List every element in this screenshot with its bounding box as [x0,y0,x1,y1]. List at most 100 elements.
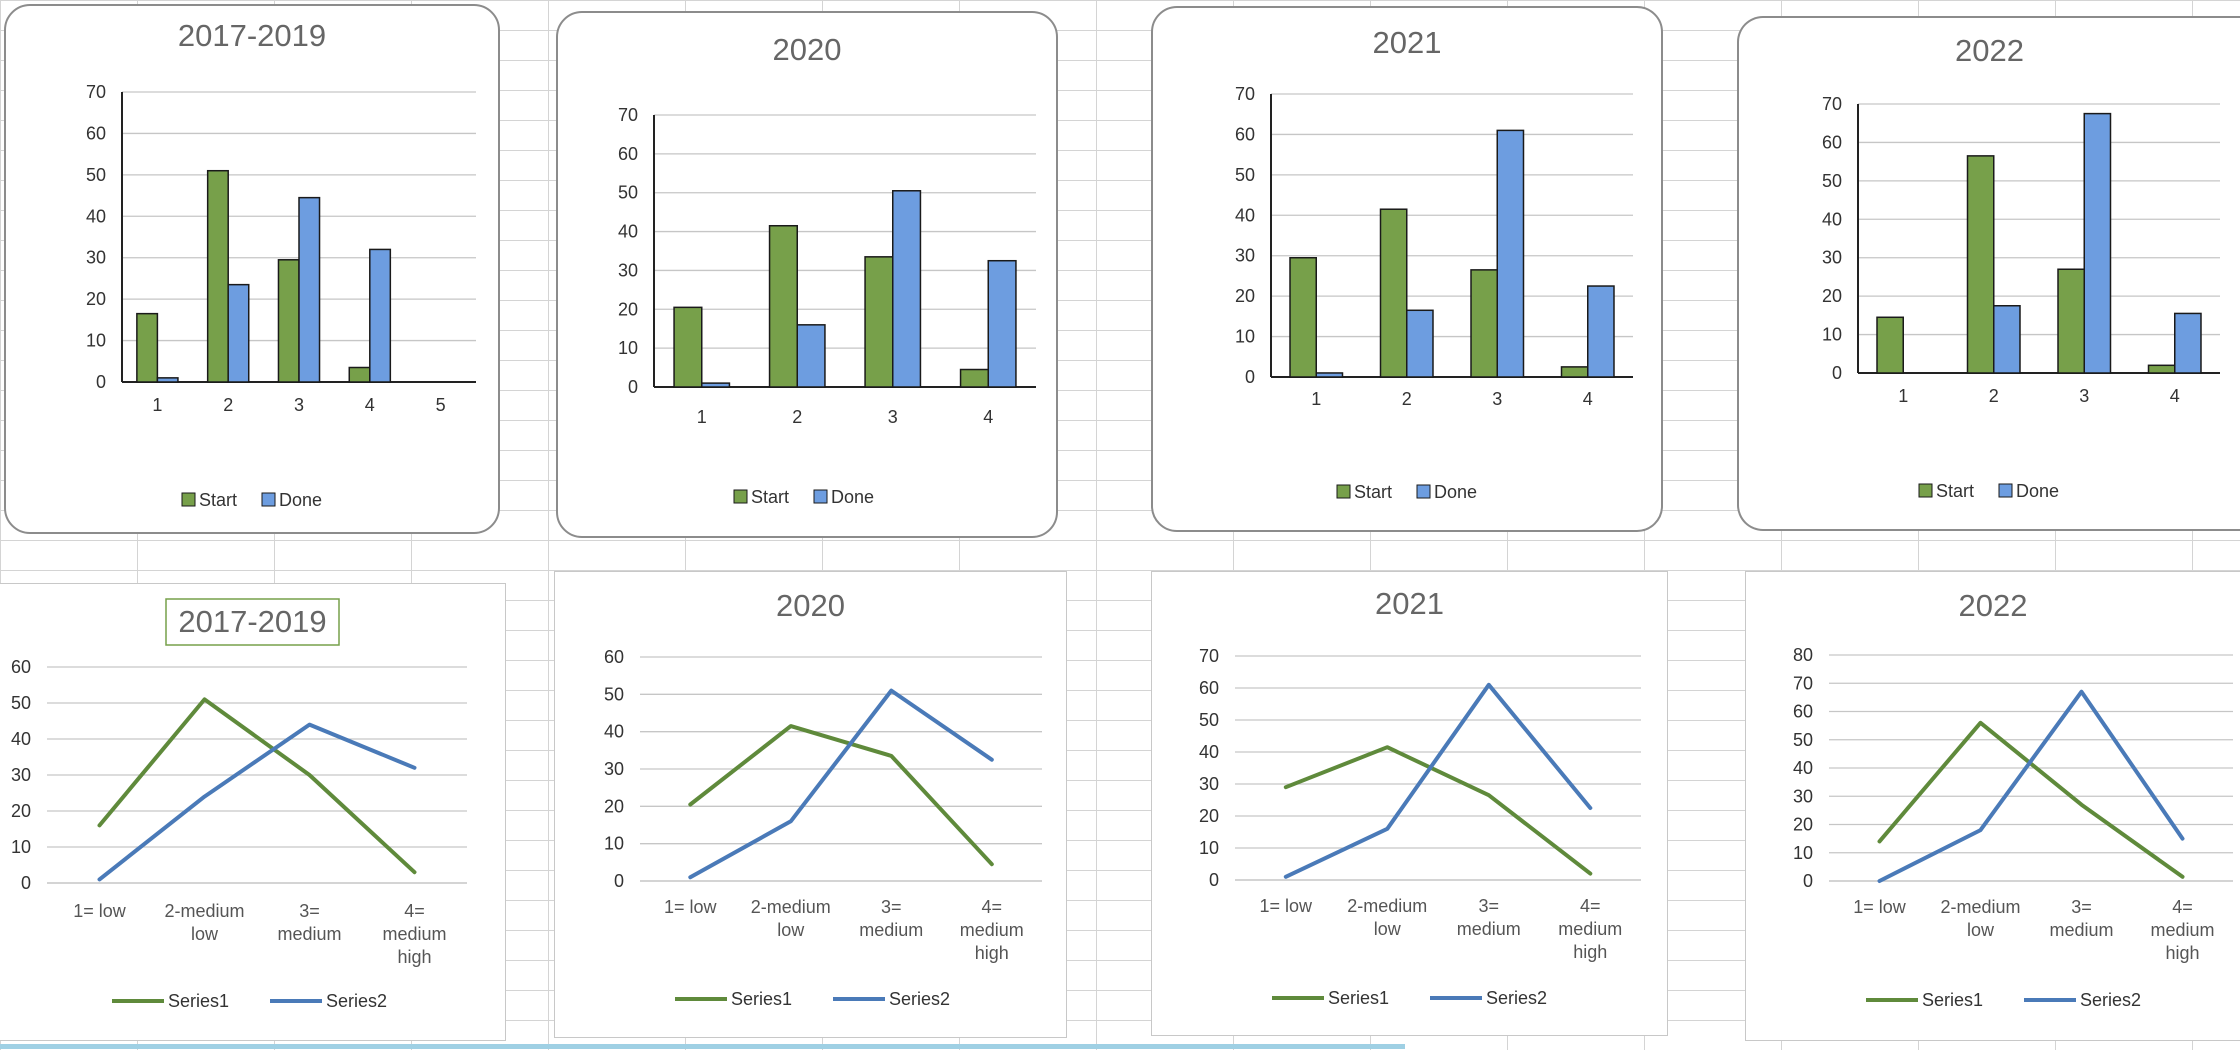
y-tick-label: 60 [1199,678,1219,698]
line-chart-2021[interactable]: 2021 0 10 20 30 40 50 60 70 1= low 2-medium low 3= me… [1151,571,1668,1036]
bar-done-3 [1496,129,1525,378]
x-tick-label: 3 [2079,386,2089,406]
y-tick-label: 60 [86,123,106,143]
bar-done-1 [156,377,179,383]
y-tick-label: 40 [11,729,31,749]
y-tick-label: 50 [11,693,31,713]
sheet-scrollbar[interactable] [0,1044,1405,1049]
line-series2 [97,722,417,882]
line-chart-2022[interactable]: 2022 0 10 20 30 40 50 60 70 80 1= low 2-medium low 3=… [1745,571,2240,1041]
bar-start-1 [136,312,159,383]
chart-svg: 2021 0 10 20 30 40 50 60 70 1 2 3 4 Start Done [1235,25,1633,502]
y-tick-label: 20 [1235,286,1255,306]
bar-start-4 [2147,364,2176,374]
y-tick-label: 40 [618,222,638,242]
legend-swatch-start [1918,483,1933,498]
y-tick-label: 0 [1803,871,1813,891]
y-tick-label: 0 [1245,367,1255,387]
y-tick-label: 60 [604,647,624,667]
y-tick-label: 0 [96,372,106,392]
legend-label-done: Done [279,490,322,510]
y-tick-label: 0 [1832,363,1842,383]
bar-done-1 [701,382,731,388]
y-tick-label: 30 [1235,246,1255,266]
legend-label-done: Done [1434,482,1477,502]
chart-svg: 2022 0 10 20 30 40 50 60 70 1 2 3 4 Start Done [1822,33,2220,501]
y-tick-label: 40 [1235,205,1255,225]
x-tick-label: 2 [1989,386,1999,406]
chart-svg: 2020 0 10 20 30 40 50 60 1= low 2-medium low 3= medi… [604,588,1042,1009]
legend-swatch-start [181,492,196,507]
y-tick-label: 10 [1235,327,1255,347]
y-tick-label: 10 [86,331,106,351]
legend-label-start: Start [751,487,789,507]
line-series1 [1283,745,1593,876]
bar-done-4 [987,259,1017,388]
y-tick-label: 10 [604,834,624,854]
y-tick-label: 20 [618,299,638,319]
bar-chart-2020[interactable]: 2020 0 10 20 30 40 50 60 70 1 2 3 4 Start Done [556,11,1058,538]
y-tick-label: 50 [1793,730,1813,750]
x-tick-label: 1 [1898,386,1908,406]
bar-start-2 [768,224,798,388]
legend-swatch-start [733,489,748,504]
x-tick-label: 3= medium [277,901,341,944]
line-chart-2017-2019[interactable]: 2017-2019 0 10 20 30 40 50 60 1= low 2-medium low 3… [0,583,506,1041]
line-series1 [688,724,994,867]
x-tick-label: 4= medium high [2150,897,2214,963]
legend-label-series1: Series1 [731,989,792,1009]
y-tick-label: 30 [1822,248,1842,268]
y-tick-label: 50 [1199,710,1219,730]
bar-start-2 [206,169,229,383]
y-tick-label: 70 [1235,84,1255,104]
line-series2 [1877,689,2185,883]
y-tick-label: 40 [1822,209,1842,229]
chart-title: 2020 [776,588,845,623]
y-tick-label: 10 [1793,843,1813,863]
legend-label-start: Start [1354,482,1392,502]
y-tick-label: 30 [11,765,31,785]
y-tick-label: 50 [604,684,624,704]
legend-label-series2: Series2 [889,989,950,1009]
y-tick-label: 50 [618,183,638,203]
x-tick-label: 1= low [73,901,127,921]
y-tick-label: 40 [1199,742,1219,762]
bar-chart-2022[interactable]: 2022 0 10 20 30 40 50 60 70 1 2 3 4 Start Done [1737,16,2240,531]
y-tick-label: 40 [1793,758,1813,778]
y-tick-label: 50 [1235,165,1255,185]
x-tick-label: 1 [1311,389,1321,409]
bar-chart-2021[interactable]: 2021 0 10 20 30 40 50 60 70 1 2 3 4 Start Done [1151,6,1663,532]
bar-done-2 [1406,309,1434,378]
line-series1 [1877,720,2185,879]
x-tick-label: 4 [983,407,993,427]
x-tick-label: 2 [792,407,802,427]
bar-start-1 [673,306,703,388]
chart-title-selection-box [165,598,340,646]
legend-label-series2: Series2 [2080,990,2141,1010]
legend-label-series2: Series2 [326,991,387,1011]
x-tick-label: 3= medium [2049,897,2113,940]
x-tick-label: 5 [436,395,446,415]
y-tick-label: 20 [1793,815,1813,835]
chart-title: 2022 [1955,33,2024,68]
bar-chart-2017-2019[interactable]: 2017-2019 0 10 20 30 40 50 60 70 1 2 3 4 5 Start Done [4,4,500,534]
y-tick-label: 70 [1199,646,1219,666]
legend-swatch-done [1416,484,1431,499]
chart-title: 2021 [1373,25,1442,60]
x-tick-label: 2 [223,395,233,415]
y-tick-label: 70 [1822,94,1842,114]
chart-svg: 2021 0 10 20 30 40 50 60 70 1= low 2-medium low 3= me… [1199,586,1641,1008]
x-tick-label: 4 [1583,389,1593,409]
x-tick-label: 1= low [1853,897,1907,917]
y-tick-label: 60 [1793,702,1813,722]
line-series1 [97,697,417,875]
y-tick-label: 60 [1822,132,1842,152]
x-tick-label: 4 [365,395,375,415]
legend-label-series2: Series2 [1486,988,1547,1008]
legend-label-done: Done [831,487,874,507]
legend-swatch-done [261,492,276,507]
bar-start-1 [1289,256,1318,378]
y-tick-label: 50 [1822,171,1842,191]
line-chart-2020[interactable]: 2020 0 10 20 30 40 50 60 1= low 2-medium low 3= medi… [554,571,1067,1038]
x-tick-label: 3 [1492,389,1502,409]
